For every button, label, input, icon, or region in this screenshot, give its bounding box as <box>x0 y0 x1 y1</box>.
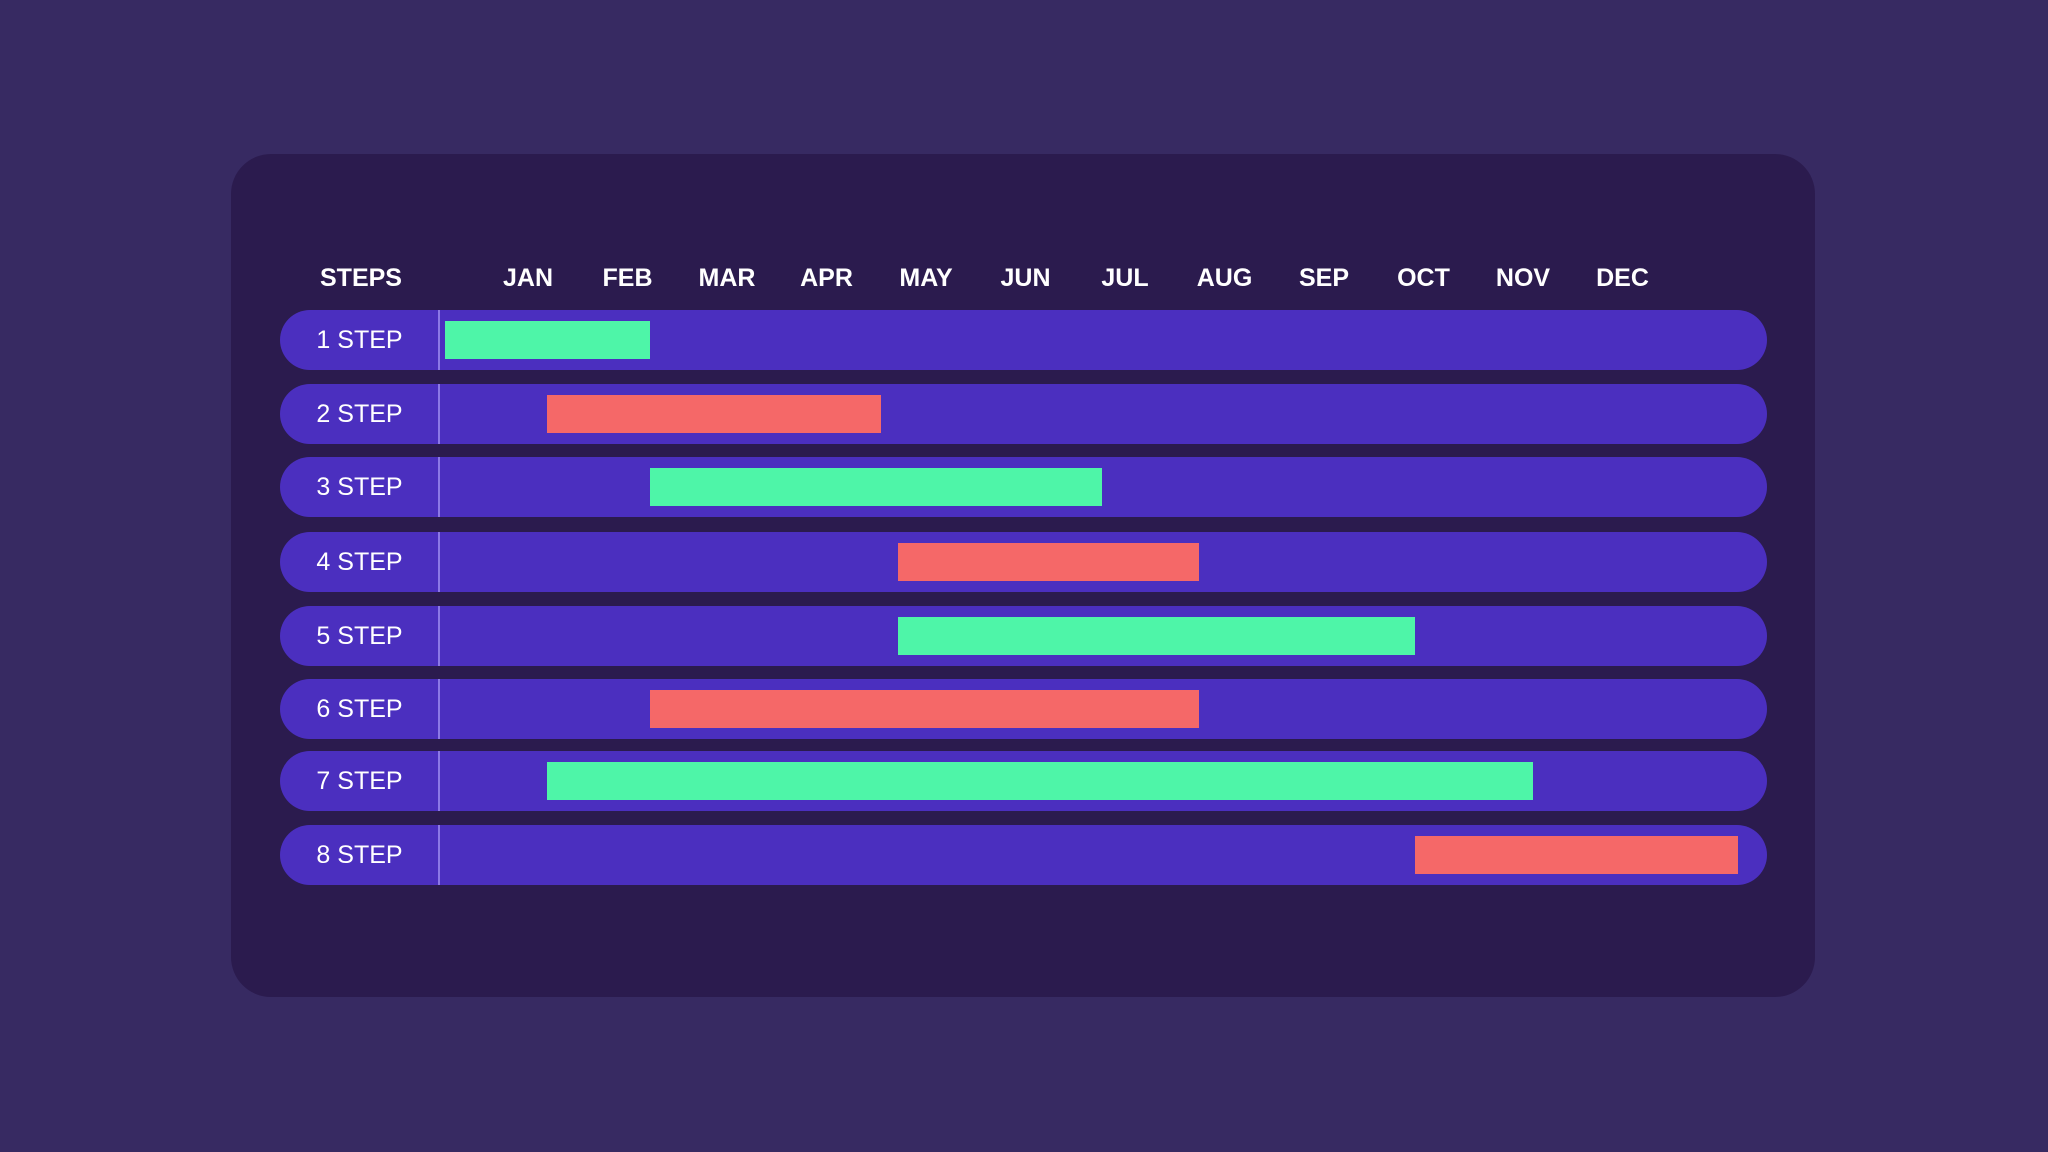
task-label: 8 STEP <box>316 841 403 869</box>
row-divider <box>438 606 440 666</box>
task-label: 1 STEP <box>316 326 403 354</box>
month-label-nov: NOV <box>1495 264 1551 292</box>
month-label-feb: FEB <box>602 264 653 292</box>
row-divider <box>438 384 440 444</box>
month-label-jan: JAN <box>502 264 554 292</box>
task-bar[interactable] <box>445 321 650 359</box>
task-row: 8 STEP <box>280 825 1767 885</box>
steps-header: STEPS <box>320 264 402 292</box>
task-bar[interactable] <box>649 690 1200 728</box>
task-row: 4 STEP <box>280 532 1767 592</box>
task-row: 6 STEP <box>280 679 1767 739</box>
task-row: 3 STEP <box>280 457 1767 517</box>
task-label: 6 STEP <box>316 695 403 723</box>
task-row: 1 STEP <box>280 310 1767 370</box>
month-label-apr: APR <box>800 264 853 292</box>
task-bar[interactable] <box>547 762 1534 800</box>
task-label: 2 STEP <box>316 400 403 428</box>
task-label: 7 STEP <box>316 767 403 795</box>
month-label-jul: JUL <box>1101 264 1149 292</box>
task-row: 5 STEP <box>280 606 1767 666</box>
month-label-mar: MAR <box>698 264 756 292</box>
row-divider <box>438 457 440 517</box>
month-label-may: MAY <box>899 264 953 292</box>
row-divider <box>438 310 440 370</box>
row-divider <box>438 825 440 885</box>
month-label-jun: JUN <box>1000 264 1051 292</box>
row-divider <box>438 532 440 592</box>
task-label: 5 STEP <box>316 622 403 650</box>
task-row: 2 STEP <box>280 384 1767 444</box>
month-label-aug: AUG <box>1196 264 1253 292</box>
month-label-dec: DEC <box>1596 264 1649 292</box>
task-label: 4 STEP <box>316 548 403 576</box>
task-bar[interactable] <box>1414 836 1738 874</box>
month-label-oct: OCT <box>1397 264 1450 292</box>
row-divider <box>438 679 440 739</box>
task-bar[interactable] <box>649 468 1103 506</box>
task-bar[interactable] <box>897 543 1200 581</box>
task-label: 3 STEP <box>316 473 403 501</box>
task-row: 7 STEP <box>280 751 1767 811</box>
row-divider <box>438 751 440 811</box>
task-bar[interactable] <box>897 617 1415 655</box>
month-label-sep: SEP <box>1298 264 1350 292</box>
task-bar[interactable] <box>547 395 882 433</box>
